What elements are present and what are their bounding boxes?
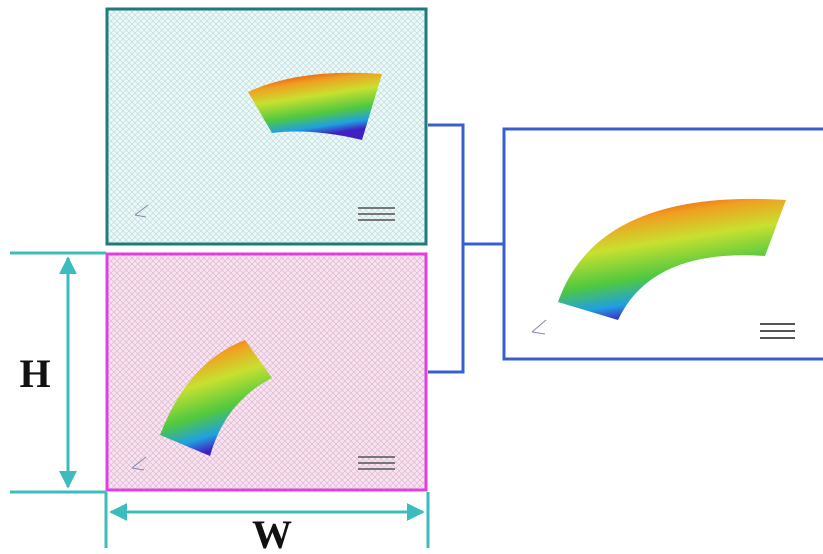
bottom-view [107,254,426,490]
connector [428,125,503,372]
diagram: H W [0,0,823,554]
height-label: H [19,351,50,396]
top-view [107,9,426,244]
width-label: W [252,512,292,554]
result-view [504,129,823,359]
